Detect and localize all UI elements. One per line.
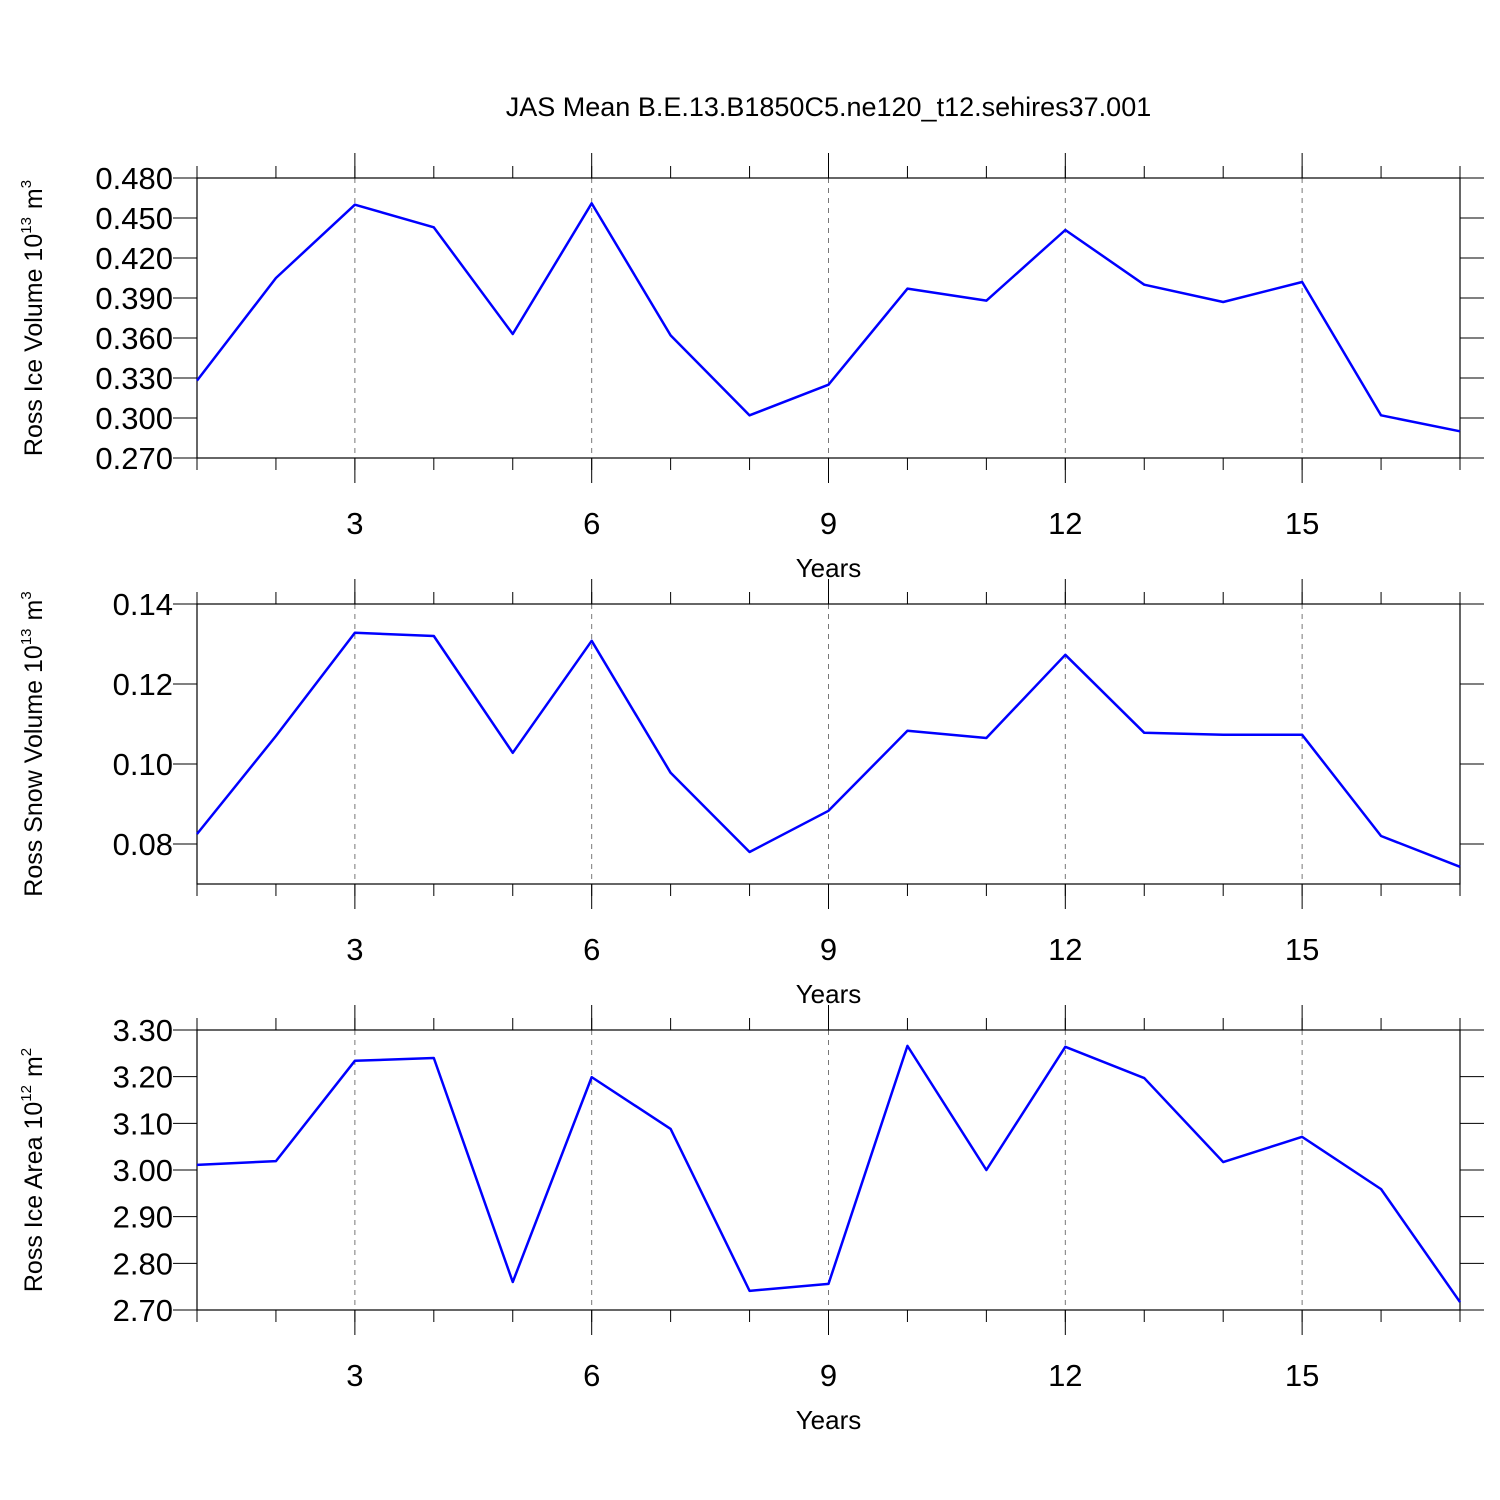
- x-axis-label: Years: [796, 1405, 862, 1435]
- y-tick-label: 0.12: [113, 667, 173, 702]
- y-tick-label: 0.270: [95, 441, 173, 476]
- y-tick-label: 0.450: [95, 201, 173, 236]
- y-axis-label: Ross Ice Area 1012 m2: [18, 1048, 48, 1292]
- x-tick-label: 12: [1048, 932, 1082, 967]
- y-axis-label-text: Ross Snow Volume 10: [20, 645, 48, 897]
- x-tick-label: 9: [820, 932, 837, 967]
- y-tick-label: 0.08: [113, 827, 173, 862]
- plot-frame: [196, 177, 1461, 459]
- y-axis-label-exponent: 12: [18, 1085, 35, 1102]
- y-tick-label: 0.330: [95, 361, 173, 396]
- x-tick-label: 6: [583, 506, 600, 541]
- y-axis-label-text: m: [20, 188, 48, 209]
- y-tick-label: 0.390: [95, 281, 173, 316]
- x-tick-label: 3: [346, 506, 363, 541]
- x-tick-label: 15: [1285, 1358, 1319, 1393]
- x-tick-label: 12: [1048, 1358, 1082, 1393]
- x-tick-label: 9: [820, 506, 837, 541]
- y-tick-label: 0.360: [95, 321, 173, 356]
- y-axis-label-text: Ross Ice Volume 10: [20, 234, 48, 456]
- x-axis-label: Years: [796, 553, 862, 583]
- y-axis-label-text: Ross Ice Area 10: [20, 1102, 48, 1292]
- x-axis-label: Years: [796, 979, 862, 1009]
- data-line: [196, 631, 1461, 868]
- y-axis-label: Ross Ice Volume 1013 m3: [18, 180, 48, 456]
- x-tick-label: 6: [583, 1358, 600, 1393]
- x-tick-label: 15: [1285, 932, 1319, 967]
- y-axis-label-exponent: 3: [18, 180, 35, 188]
- y-tick-label: 0.10: [113, 747, 173, 782]
- x-tick-label: 12: [1048, 506, 1082, 541]
- x-tick-label: 9: [820, 1358, 837, 1393]
- y-axis-label-exponent: 13: [18, 217, 35, 234]
- y-tick-label: 3.00: [113, 1153, 173, 1188]
- y-axis-label-exponent: 2: [18, 1048, 35, 1056]
- data-line: [196, 1044, 1462, 1303]
- y-tick-label: 2.90: [113, 1200, 173, 1235]
- y-tick-label: 0.480: [95, 161, 173, 196]
- y-tick-label: 3.30: [113, 1013, 173, 1048]
- y-tick-label: 3.10: [113, 1106, 173, 1141]
- y-tick-label: 0.14: [113, 587, 173, 622]
- x-tick-label: 3: [346, 1358, 363, 1393]
- y-tick-label: 3.20: [113, 1060, 173, 1095]
- chart-title: JAS Mean B.E.13.B1850C5.ne120_t12.sehire…: [506, 92, 1151, 122]
- x-tick-label: 3: [346, 932, 363, 967]
- y-axis-label-text: m: [20, 600, 48, 621]
- y-axis-label-text: m: [20, 1056, 48, 1077]
- data-line: [196, 202, 1461, 433]
- y-tick-label: 2.70: [113, 1293, 173, 1328]
- y-axis-label-exponent: 13: [18, 628, 35, 645]
- y-tick-label: 2.80: [113, 1246, 173, 1281]
- plot-frame: [196, 603, 1461, 885]
- plot-frame: [196, 1029, 1461, 1311]
- y-axis-label-exponent: 3: [18, 591, 35, 599]
- x-tick-label: 6: [583, 932, 600, 967]
- y-axis-label: Ross Snow Volume 1013 m3: [18, 591, 48, 896]
- x-tick-label: 15: [1285, 506, 1319, 541]
- y-tick-label: 0.300: [95, 401, 173, 436]
- y-tick-label: 0.420: [95, 241, 173, 276]
